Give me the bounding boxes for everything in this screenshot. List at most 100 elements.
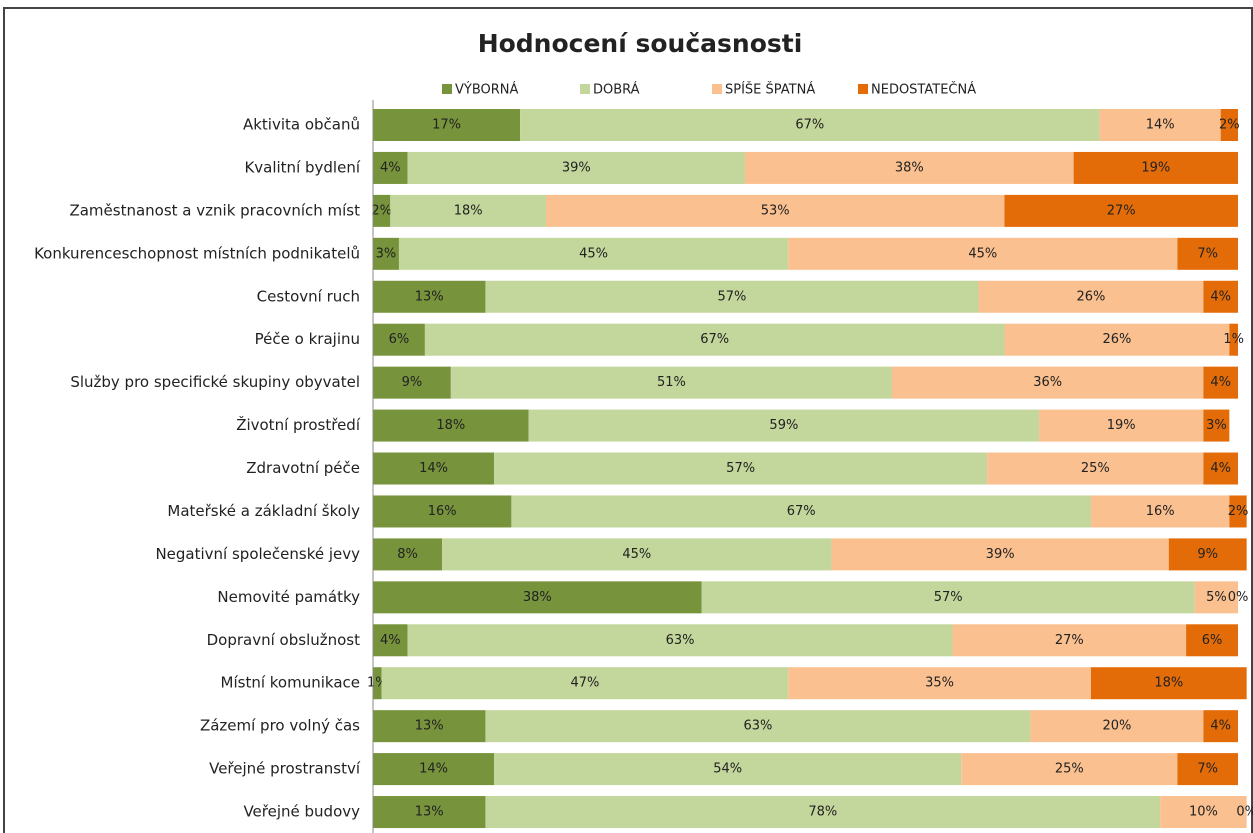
bar-segment bbox=[1220, 109, 1238, 141]
bar-segment bbox=[788, 237, 1178, 270]
value-label: 9% bbox=[402, 375, 423, 390]
category-label: Nemovité památky bbox=[217, 588, 360, 606]
value-label: 3% bbox=[376, 246, 397, 261]
value-label: 19% bbox=[1107, 418, 1136, 433]
bar-segment bbox=[1203, 710, 1238, 743]
bar-segment bbox=[485, 710, 1031, 743]
bar-segment bbox=[952, 624, 1187, 657]
value-label: 53% bbox=[761, 203, 790, 218]
category-label: Služby pro specifické skupiny obyvatel bbox=[70, 373, 360, 391]
bar-segment bbox=[1203, 452, 1238, 485]
value-label: 4% bbox=[1210, 375, 1231, 390]
bar-segment bbox=[373, 366, 451, 399]
category-label: Dopravní obslužnost bbox=[207, 631, 360, 649]
bar-segment bbox=[373, 194, 391, 227]
bar-segment bbox=[961, 753, 1178, 786]
value-label: 13% bbox=[415, 719, 444, 734]
value-label: 67% bbox=[787, 504, 816, 519]
chart-title: Hodnocení současnosti bbox=[478, 29, 803, 58]
value-label: 4% bbox=[380, 160, 401, 175]
value-label: 18% bbox=[436, 418, 465, 433]
bar-segment bbox=[1073, 151, 1238, 184]
bar-segment bbox=[373, 624, 408, 657]
category-label: Mateřské a základní školy bbox=[167, 502, 360, 520]
legend-label: DOBRÁ bbox=[593, 82, 640, 98]
category-label: Zaměstnanost a vznik pracovních míst bbox=[69, 201, 360, 219]
bar-segment bbox=[1039, 409, 1204, 442]
value-label: 20% bbox=[1102, 719, 1131, 734]
bar-segment bbox=[373, 151, 408, 184]
value-label: 36% bbox=[1033, 375, 1062, 390]
bar-segment bbox=[511, 495, 1091, 528]
value-label: 1% bbox=[1223, 332, 1244, 347]
value-label: 14% bbox=[419, 461, 448, 476]
bar-segment bbox=[520, 109, 1100, 141]
bar-segment bbox=[494, 452, 988, 485]
bar-segment bbox=[373, 237, 399, 270]
value-label: 3% bbox=[1206, 418, 1227, 433]
bar-segment bbox=[424, 323, 1005, 356]
category-label: Zdravotní péče bbox=[246, 459, 360, 477]
value-label: 13% bbox=[415, 289, 444, 304]
value-label: 14% bbox=[1146, 118, 1175, 133]
bar-segment bbox=[1099, 109, 1221, 141]
bar-segment bbox=[407, 151, 745, 184]
bar-segment bbox=[1229, 495, 1247, 528]
value-label: 59% bbox=[769, 418, 798, 433]
bar-segment bbox=[788, 667, 1091, 700]
value-label: 45% bbox=[622, 547, 651, 562]
bar-segment bbox=[407, 624, 953, 657]
category-label: Životní prostředí bbox=[236, 415, 361, 434]
bar-segment bbox=[892, 366, 1204, 399]
category-label: Kvalitní bydlení bbox=[244, 158, 360, 176]
value-label: 67% bbox=[700, 332, 729, 347]
bar-segment bbox=[373, 495, 512, 528]
category-label: Péče o krajinu bbox=[255, 330, 360, 348]
bar-segment bbox=[485, 280, 979, 313]
bar-segment bbox=[1229, 323, 1238, 356]
bar-segment bbox=[1030, 710, 1204, 743]
value-label: 2% bbox=[1228, 504, 1249, 519]
value-label: 63% bbox=[743, 719, 772, 734]
value-label: 57% bbox=[718, 289, 747, 304]
value-label: 25% bbox=[1081, 461, 1110, 476]
value-label: 26% bbox=[1076, 289, 1105, 304]
bar-segment bbox=[744, 151, 1074, 184]
bar-segment bbox=[1090, 495, 1230, 528]
value-label: 4% bbox=[1210, 461, 1231, 476]
bar-segment bbox=[1203, 366, 1238, 399]
value-label: 14% bbox=[419, 762, 448, 777]
value-label: 57% bbox=[934, 590, 963, 605]
value-label: 25% bbox=[1055, 762, 1084, 777]
value-label: 4% bbox=[1210, 289, 1231, 304]
value-label: 27% bbox=[1055, 633, 1084, 648]
value-label: 16% bbox=[428, 504, 457, 519]
category-label: Místní komunikace bbox=[221, 674, 360, 692]
value-label: 78% bbox=[808, 805, 837, 820]
value-label: 38% bbox=[523, 590, 552, 605]
category-label: Aktivita občanů bbox=[243, 116, 360, 134]
bar-segment bbox=[373, 280, 486, 313]
value-label: 6% bbox=[389, 332, 410, 347]
bar-segment bbox=[390, 194, 546, 227]
category-label: Veřejné budovy bbox=[243, 803, 360, 821]
value-label: 13% bbox=[415, 805, 444, 820]
bar-segment bbox=[831, 538, 1169, 571]
bar-segment bbox=[373, 452, 495, 485]
bar-segment bbox=[485, 796, 1161, 829]
value-label: 2% bbox=[1219, 118, 1240, 133]
bar-segment bbox=[450, 366, 892, 399]
value-label: 0% bbox=[1236, 805, 1253, 820]
category-label: Konkurenceschopnost místních podnikatelů bbox=[34, 244, 360, 262]
value-label: 35% bbox=[925, 676, 954, 691]
value-label: 57% bbox=[726, 461, 755, 476]
value-label: 7% bbox=[1197, 246, 1218, 261]
value-label: 4% bbox=[1210, 719, 1231, 734]
value-label: 45% bbox=[579, 246, 608, 261]
bar-segment bbox=[381, 667, 789, 700]
bar-segment bbox=[546, 194, 1005, 227]
bar-segment bbox=[528, 409, 1040, 442]
bar-segment bbox=[1177, 237, 1238, 270]
legend-label: SPÍŠE ŠPATNÁ bbox=[725, 82, 815, 98]
